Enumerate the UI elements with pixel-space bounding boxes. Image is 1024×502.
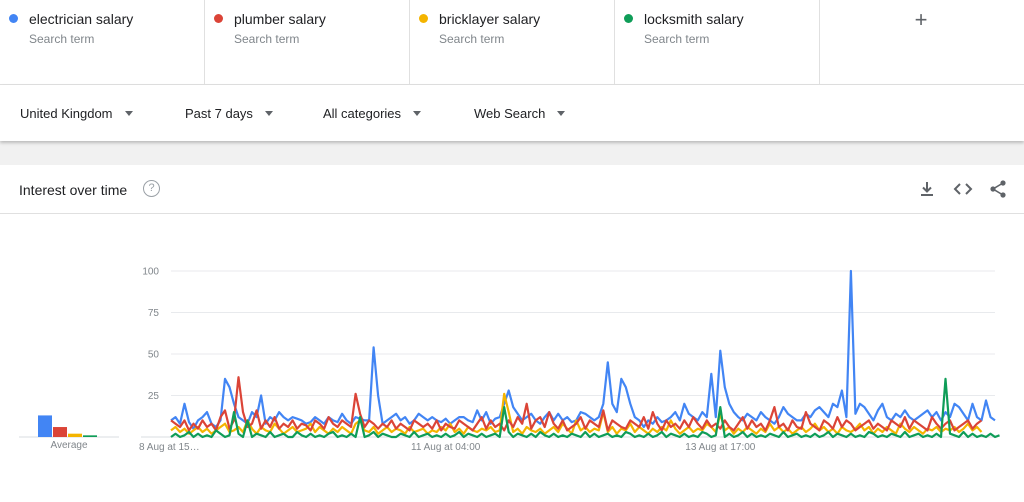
series-line-locksmith <box>170 377 1000 439</box>
download-icon[interactable] <box>917 179 937 199</box>
y-tick-label: 50 <box>148 350 160 361</box>
average-bar-electrician <box>38 415 52 437</box>
series-line-electrician <box>170 269 996 430</box>
term-plumber[interactable]: plumber salary Search term <box>205 0 410 85</box>
average-bar-locksmith <box>83 435 97 437</box>
average-label: Average <box>50 440 88 451</box>
term-type: Search term <box>234 32 300 46</box>
search-property-dropdown[interactable]: Web Search <box>474 106 566 121</box>
x-tick-label: 13 Aug at 17:00 <box>685 442 756 453</box>
interest-over-time-card: Interest over time ? Average 100 75 50 25 8… <box>0 165 1024 502</box>
term-type: Search term <box>644 32 710 46</box>
average-bar-chart <box>19 415 119 438</box>
time-range-dropdown[interactable]: Past 7 days <box>185 106 273 121</box>
y-tick-label: 25 <box>148 391 160 402</box>
series-line-bricklayer <box>170 392 983 435</box>
embed-icon[interactable] <box>953 179 973 199</box>
caret-down-icon <box>557 111 566 116</box>
series-color-dot <box>624 14 633 23</box>
time-range-value: Past 7 days <box>185 106 253 121</box>
x-tick-label: 8 Aug at 15… <box>139 442 200 453</box>
series-color-dot <box>214 14 223 23</box>
y-tick-label: 100 <box>142 267 159 278</box>
category-dropdown[interactable]: All categories <box>323 106 422 121</box>
term-locksmith[interactable]: locksmith salary Search term <box>615 0 820 85</box>
add-term-button[interactable]: + <box>820 0 1024 84</box>
x-tick-label: 11 Aug at 04:00 <box>411 442 481 453</box>
term-type: Search term <box>439 32 505 46</box>
search-property-value: Web Search <box>474 106 546 121</box>
card-header: Interest over time ? <box>0 165 1024 214</box>
term-name: electrician salary <box>29 11 134 27</box>
caret-down-icon <box>413 111 422 116</box>
interest-line-chart: 100 75 50 25 8 Aug at 15… 11 Aug at 04:00 13 … <box>139 267 1000 453</box>
caret-down-icon <box>264 111 273 116</box>
series-color-dot <box>419 14 428 23</box>
region-dropdown[interactable]: United Kingdom <box>20 106 133 121</box>
term-name: bricklayer salary <box>439 11 541 27</box>
average-bar-plumber <box>53 427 67 437</box>
term-electrician[interactable]: electrician salary Search term <box>0 0 205 85</box>
help-icon[interactable]: ? <box>143 180 160 197</box>
plus-icon: + <box>914 7 928 32</box>
caret-down-icon <box>124 111 133 116</box>
search-terms-bar: electrician salary Search term plumber s… <box>0 0 1024 85</box>
region-value: United Kingdom <box>20 106 113 121</box>
series-color-dot <box>9 14 18 23</box>
share-icon[interactable] <box>988 179 1008 199</box>
term-type: Search term <box>29 32 95 46</box>
average-bar-bricklayer <box>68 433 82 437</box>
series-line-plumber <box>170 376 983 432</box>
y-tick-label: 75 <box>148 308 160 319</box>
term-name: locksmith salary <box>644 11 744 27</box>
term-name: plumber salary <box>234 11 326 27</box>
card-title: Interest over time <box>19 182 128 198</box>
term-bricklayer[interactable]: bricklayer salary Search term <box>410 0 615 85</box>
filter-bar: United Kingdom Past 7 days All categorie… <box>0 85 1024 141</box>
category-value: All categories <box>323 106 402 121</box>
